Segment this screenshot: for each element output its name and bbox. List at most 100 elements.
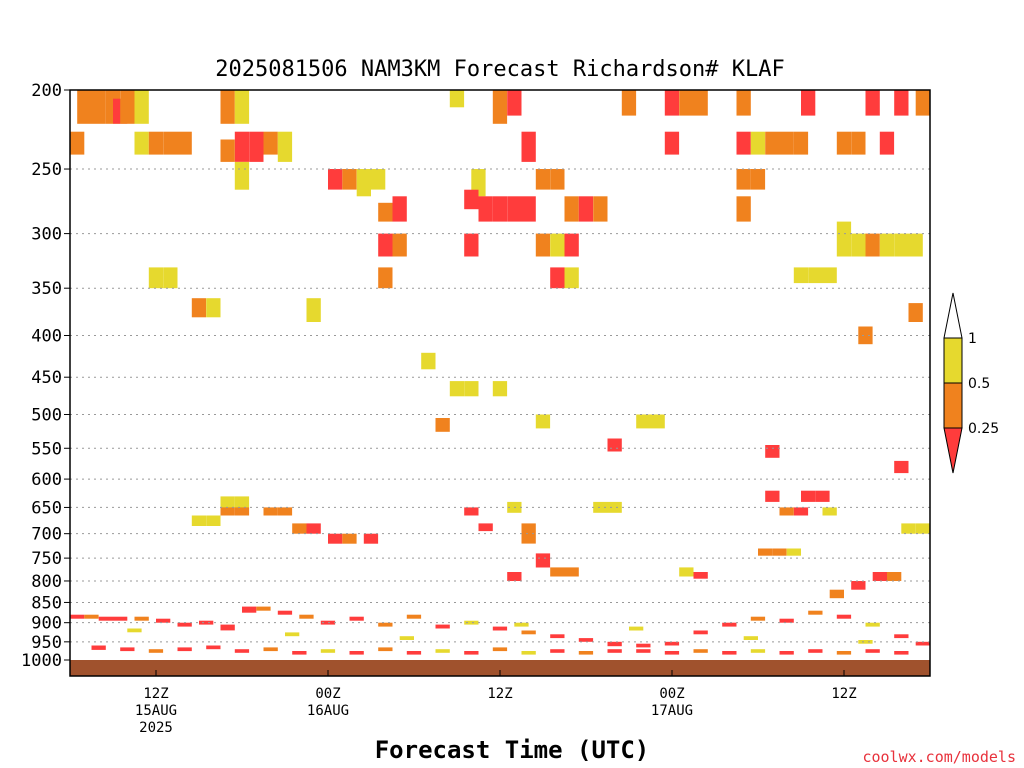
heatmap-cell	[808, 649, 823, 653]
heatmap-cell	[492, 381, 508, 397]
heatmap-cell	[421, 352, 436, 370]
heatmap-cell	[607, 649, 622, 653]
y-axis-ticks: 200 250 300 350 400 450 500 550 600 650 700 750 8008…	[21, 81, 70, 671]
heatmap-cell	[521, 196, 536, 222]
heatmap-cell	[793, 507, 809, 516]
heatmap-cell	[664, 90, 680, 116]
heatmap-cell	[550, 567, 565, 577]
heatmap-cell	[894, 634, 909, 639]
heatmap-cell	[894, 460, 909, 474]
heatmap-cell	[858, 640, 873, 644]
heatmap-cell	[464, 651, 479, 655]
heatmap-cell	[371, 169, 386, 190]
heatmap-cell	[765, 445, 780, 458]
heatmap-cell	[765, 490, 780, 502]
heatmap-cell	[156, 618, 171, 623]
heatmap-cell	[550, 649, 565, 653]
heatmap-cell	[915, 90, 930, 116]
heatmap-cell	[234, 90, 250, 124]
heatmap-cell	[865, 649, 880, 653]
heatmap-cell	[836, 651, 852, 655]
heatmap-cell	[242, 606, 257, 613]
heatmap-cell	[535, 414, 551, 429]
x-tick-label: 15AUG	[135, 703, 177, 719]
y-tick-label: 200	[31, 81, 62, 101]
heatmap-cell	[492, 196, 508, 222]
x-tick-label: 16AUG	[307, 703, 349, 719]
heatmap-cell	[664, 641, 680, 646]
heatmap-cell	[894, 651, 909, 655]
heatmap-cell	[91, 645, 106, 650]
heatmap-cell	[464, 381, 479, 397]
heatmap-cell	[206, 515, 221, 526]
credit-link[interactable]: coolwx.com/models	[862, 748, 1016, 766]
heatmap-cell	[220, 90, 235, 124]
heatmap-cell	[593, 501, 608, 513]
heatmap-cell	[779, 618, 794, 623]
heatmap-cell	[234, 496, 250, 508]
heatmap-cell	[750, 169, 766, 190]
heatmap-cell	[865, 622, 880, 627]
heatmap-cell	[865, 90, 880, 116]
heatmap-cell	[858, 326, 873, 345]
heatmap-cell	[865, 233, 880, 257]
y-tick-label: 250	[31, 160, 62, 180]
x-tick-label: 12Z	[487, 686, 512, 702]
heatmap-cell	[908, 303, 923, 322]
heatmap-cell	[234, 649, 250, 653]
y-tick-label: 300	[31, 225, 62, 245]
heatmap-cell	[220, 624, 235, 631]
heatmap-cell	[478, 196, 493, 222]
heatmap-cell	[822, 267, 837, 284]
heatmap-cell	[578, 196, 594, 222]
heatmap-cell	[163, 267, 178, 289]
heatmap-cell	[464, 620, 479, 625]
heatmap-cell	[629, 626, 644, 631]
heatmap-cell	[148, 131, 164, 155]
heatmap-cell	[693, 90, 708, 116]
heatmap-cells	[70, 90, 930, 655]
heatmap-cell	[256, 606, 271, 611]
heatmap-cell	[464, 507, 479, 516]
heatmap-cell	[399, 636, 414, 640]
x-tick-label: 00Z	[659, 686, 684, 702]
heatmap-cell	[636, 649, 651, 653]
heatmap-cell	[320, 620, 336, 625]
heatmap-cell	[356, 169, 371, 197]
heatmap-cell	[349, 651, 364, 655]
heatmap-cell	[507, 90, 522, 116]
heatmap-cell	[378, 622, 393, 627]
heatmap-cell	[299, 614, 314, 619]
heatmap-cell	[894, 233, 909, 257]
ground-band	[70, 660, 930, 676]
heatmap-cell	[808, 610, 823, 615]
heatmap-cell	[564, 196, 579, 222]
heatmap-cell	[406, 614, 422, 619]
x-tick-label: 12Z	[831, 686, 856, 702]
heatmap-cell	[521, 523, 536, 544]
y-tick-label: 550	[31, 439, 62, 459]
heatmap-cell	[750, 616, 766, 621]
heatmap-cell	[277, 610, 293, 615]
heatmap-cell	[578, 651, 594, 655]
heatmap-cell	[492, 90, 508, 124]
heatmap-cell	[306, 523, 321, 534]
y-tick-label: 800	[31, 572, 62, 592]
heatmap-cell	[836, 131, 852, 155]
heatmap-cell	[127, 628, 142, 633]
heatmap-cell	[779, 651, 794, 655]
heatmap-cell	[550, 169, 565, 190]
colorbar-legend: 1 0.5 0.25	[943, 292, 999, 474]
heatmap-cell	[650, 414, 665, 429]
heatmap-cell	[378, 202, 393, 222]
heatmap-cell	[406, 651, 422, 655]
heatmap-cell	[320, 649, 336, 653]
chart-title: 2025081506 NAM3KM Forecast Richardson# K…	[215, 57, 785, 82]
heatmap-cell	[120, 90, 135, 124]
heatmap-cell	[851, 131, 866, 155]
heatmap-cell	[342, 169, 357, 190]
heatmap-cell	[801, 90, 816, 116]
heatmap-cell	[378, 647, 393, 652]
